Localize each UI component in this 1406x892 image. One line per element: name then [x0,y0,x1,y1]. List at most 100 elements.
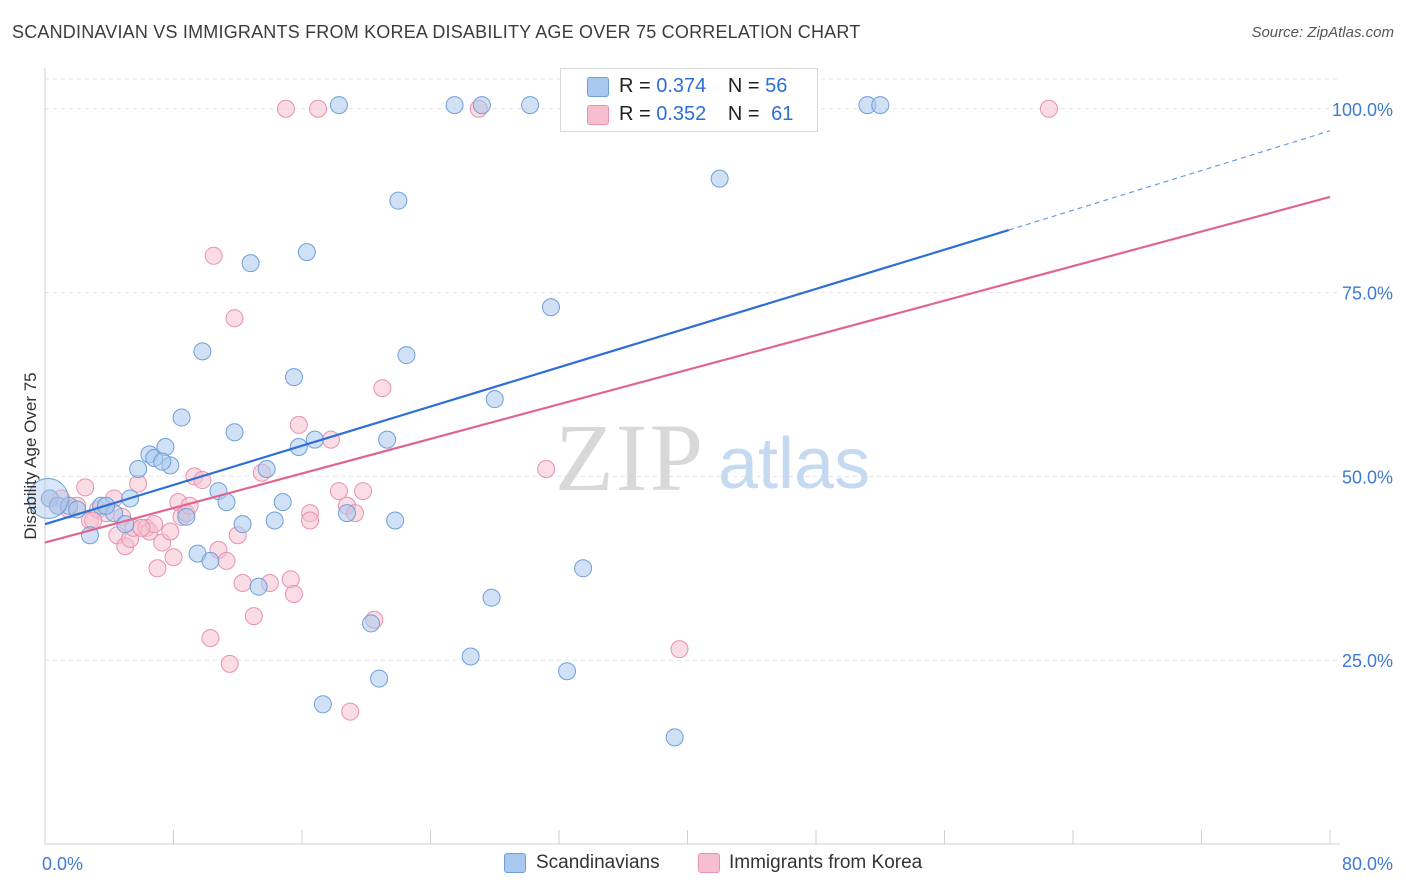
data-point-cluster [27,477,69,519]
data-point-scandinavian [461,647,480,666]
watermark-atlas: atlas [718,424,870,504]
source-label: Source: ZipAtlas.com [1251,24,1394,41]
data-point-scandinavian [273,493,292,512]
data-point-scandinavian [129,460,148,479]
korea-points [40,99,1058,721]
x-tick-label: 80.0% [1342,854,1393,874]
y-tick-label: 75.0% [1342,284,1393,304]
watermark: ZIP atlas [555,404,870,511]
y-tick-label: 50.0% [1342,467,1393,487]
data-point-scandinavian [871,96,890,115]
data-point-scandinavian [482,588,501,607]
data-point-scandinavian [665,728,684,747]
legend-n-value: 56 [765,75,788,97]
watermark-zip: ZIP [555,404,705,511]
data-point-korea [244,607,263,626]
legend-n-label: N = [727,75,760,97]
data-point-korea [220,654,239,673]
legend-row-korea: R = 0.352 N = 61 [619,103,793,126]
data-point-korea [233,573,252,592]
data-point-korea [281,570,300,589]
data-point-korea [309,99,328,118]
data-point-scandinavian [370,669,389,688]
legend-r-value: 0.374 [656,75,707,97]
data-point-korea [301,511,320,530]
data-point-korea [148,559,167,578]
legend-swatch-scandinavians [587,77,609,97]
data-point-korea [276,99,295,118]
data-point-korea [76,478,95,497]
data-point-scandinavian [485,390,504,409]
bottom-legend-scandinavians: Scandinavians [536,852,660,873]
x-tick-label: 0.0% [42,854,83,874]
data-point-scandinavian [329,96,348,115]
axes [44,68,1340,845]
data-point-korea [537,460,556,479]
trendline-scandinavians-extension [1008,130,1331,231]
data-point-scandinavian [313,695,332,714]
data-point-scandinavian [337,504,356,523]
data-point-scandinavian [153,452,172,471]
y-tick-label: 100.0% [1332,100,1393,120]
legend-swatch-korea [587,105,609,125]
data-point-korea [670,640,689,659]
legend-n-value: 61 [771,103,794,125]
legend-r-value: 0.352 [656,103,707,125]
bottom-legend-korea: Immigrants from Korea [729,852,923,873]
legend-row-scandinavians: R = 0.374 N = 56 [619,75,787,98]
data-point-scandinavian [193,342,212,361]
data-point-scandinavian [521,96,540,115]
data-point-scandinavian [233,515,252,534]
bottom-legend-swatch-korea [698,853,720,873]
data-point-korea [289,415,308,434]
grid-lines [45,78,1340,661]
chart-title: SCANDINAVIAN VS IMMIGRANTS FROM KOREA DI… [12,22,861,42]
data-point-korea [201,629,220,648]
y-tick-label: 25.0% [1342,651,1393,671]
data-point-scandinavian [201,551,220,570]
data-point-scandinavian [265,511,284,530]
data-point-scandinavian [225,423,244,442]
data-point-korea [204,246,223,265]
tick-labels: 25.0% 50.0% 75.0% 100.0% 0.0% 80.0% [42,100,1393,874]
data-point-scandinavian [257,460,276,479]
data-point-scandinavian [177,507,196,526]
data-point-korea [329,482,348,501]
data-point-korea [164,548,183,567]
data-point-korea [284,585,303,604]
data-point-korea [225,309,244,328]
data-point-scandinavian [574,559,593,578]
trendline-scandinavians [44,229,1010,526]
bottom-legend-swatch-scandinavians [504,853,526,873]
data-point-scandinavian [397,346,416,365]
data-point-scandinavian [386,511,405,530]
data-point-scandinavian [541,298,560,317]
data-point-scandinavian [378,430,397,449]
legend-r-label: R = [619,103,651,125]
trend-lines [44,130,1331,544]
data-point-scandinavian [710,169,729,188]
data-point-korea [341,702,360,721]
correlation-legend: R = 0.374 N = 56 R = 0.352 N = 61 [560,68,818,132]
data-point-korea [161,522,180,541]
legend-n-label: N = [727,103,760,125]
data-point-scandinavian [249,577,268,596]
data-point-scandinavian [172,408,191,427]
data-point-korea [217,551,236,570]
y-axis-label: Disability Age Over 75 [21,372,40,539]
data-point-scandinavian [156,437,175,456]
data-point-korea [373,379,392,398]
data-point-scandinavian [389,191,408,210]
data-point-scandinavian [362,614,381,633]
data-point-scandinavian [472,96,491,115]
data-point-scandinavian [241,254,260,273]
trendline-korea [44,195,1331,544]
data-point-scandinavian [297,243,316,262]
data-point-korea [1039,99,1058,118]
data-point-scandinavian [445,96,464,115]
legend-r-label: R = [619,75,651,97]
data-point-korea [354,482,373,501]
data-point-scandinavian [558,662,577,681]
data-point-korea [132,518,151,537]
